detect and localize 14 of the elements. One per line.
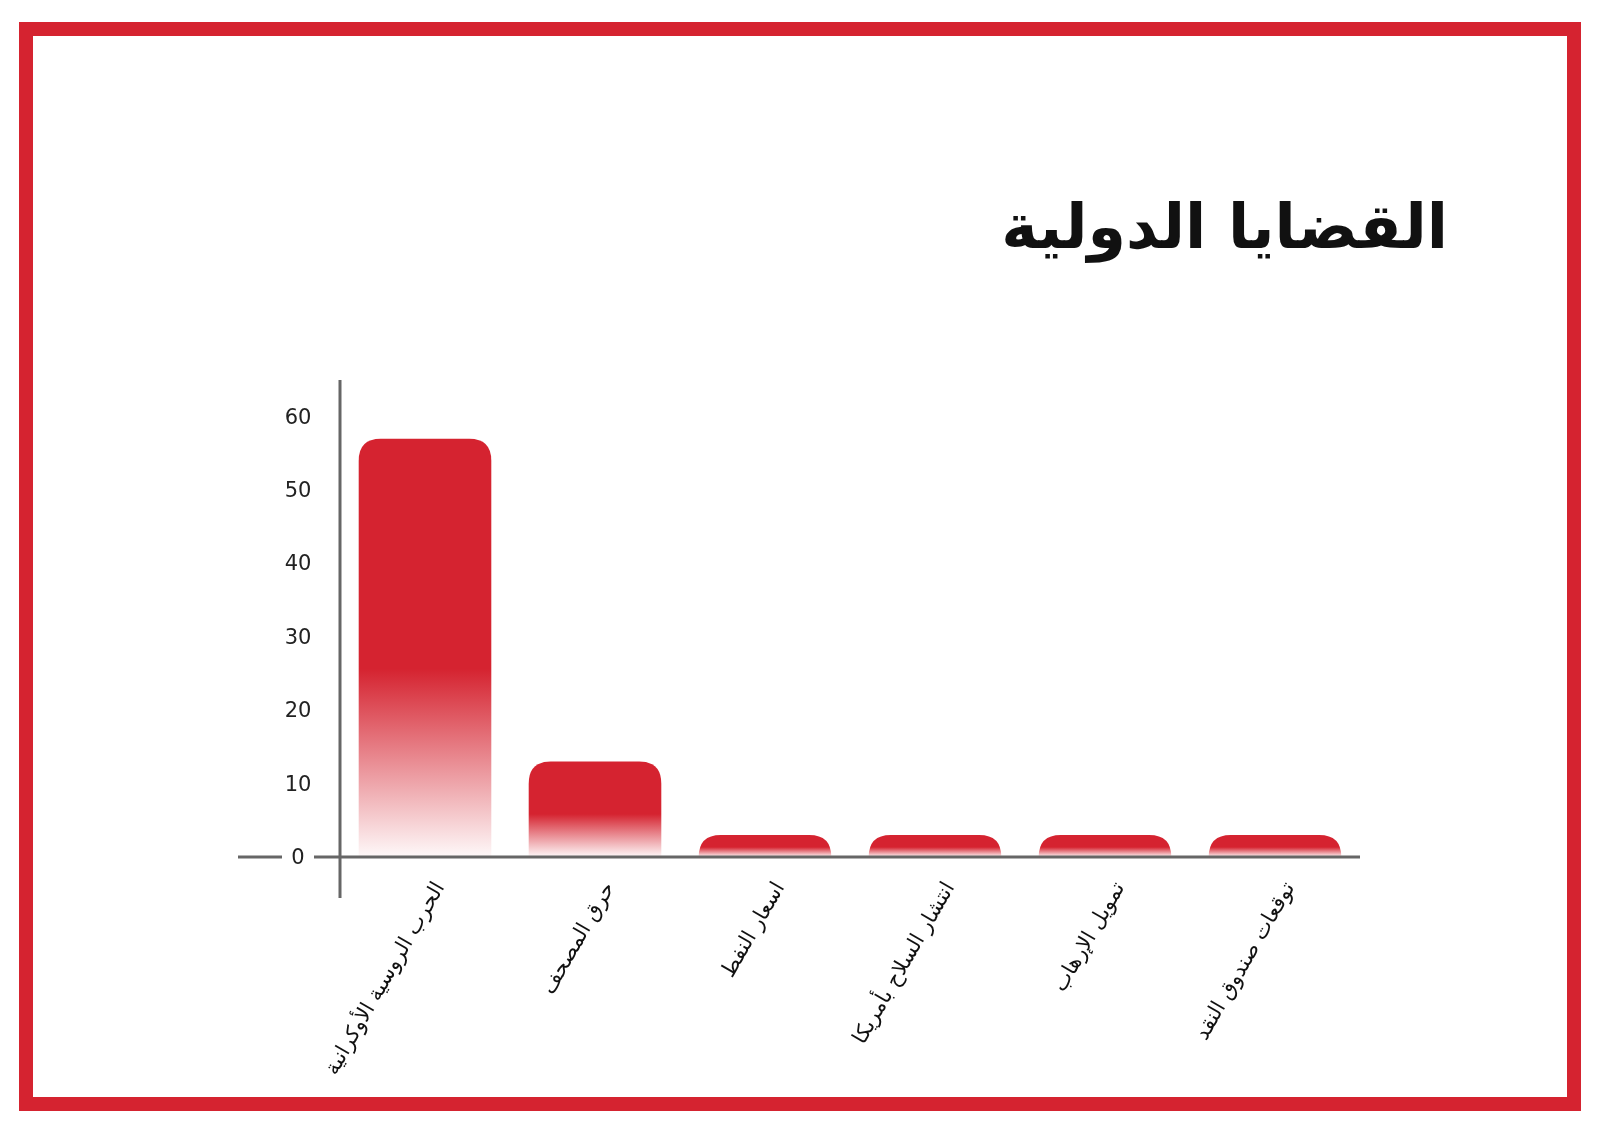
y-tick-label: 50 (284, 478, 312, 503)
y-tick-label: 0 (291, 845, 305, 869)
x-tick-label: اسعار النفط (715, 877, 790, 982)
chart-title: القضايا الدولية (1001, 190, 1448, 263)
x-tick-label: حرق المصحف (535, 877, 620, 999)
x-tick-label: تمويل الإرهاب (1047, 877, 1130, 996)
y-tick-label: 20 (284, 698, 312, 723)
x-tick-label: توقعات صندوق النقد (1189, 877, 1300, 1044)
x-tick-label: انتشار السلاح بأمريكا (844, 876, 960, 1048)
y-tick-label: 40 (284, 551, 312, 576)
y-tick-label: 10 (284, 771, 312, 796)
y-tick-label: 30 (284, 624, 312, 649)
x-tick-label: الحرب الروسية الأوكرانية (318, 877, 450, 1079)
y-tick-label: 60 (284, 404, 312, 429)
